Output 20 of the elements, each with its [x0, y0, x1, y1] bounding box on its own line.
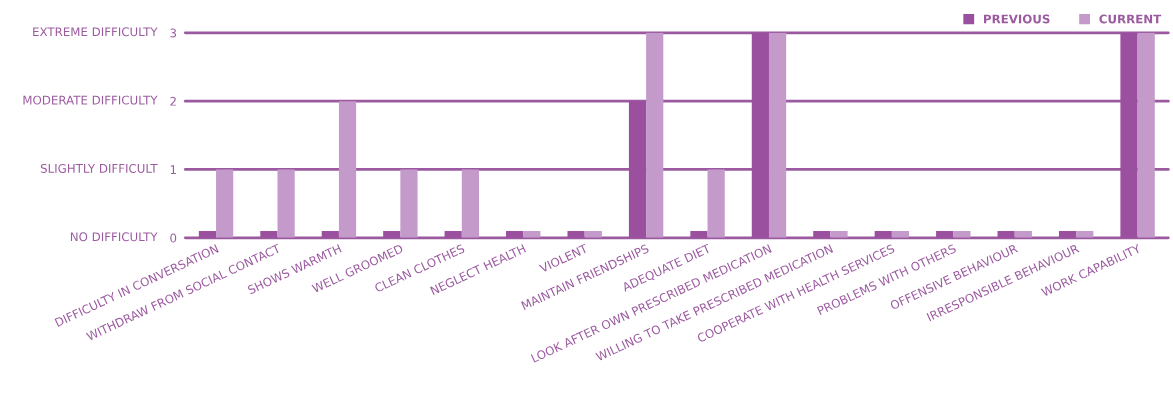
y-tick-label: 3 — [170, 28, 177, 38]
bar — [830, 230, 848, 238]
bar — [338, 101, 357, 238]
bar — [216, 169, 234, 238]
legend-label: CURRENT — [1099, 14, 1162, 24]
bar — [646, 32, 664, 238]
bar — [768, 32, 787, 238]
bar — [707, 169, 725, 238]
text: MODERATE DIFFICULTY — [23, 95, 158, 105]
bar — [1137, 32, 1155, 238]
bar — [277, 169, 295, 238]
y-tick-label: 0 — [170, 233, 177, 243]
legend-label: PREVIOUS — [984, 14, 1050, 24]
text: SLIGHTLY DIFFICULT — [40, 163, 158, 173]
y-tick-label: 1 — [170, 165, 176, 174]
bar — [400, 169, 418, 238]
text: NO DIFFICULTY — [70, 232, 158, 242]
text: EXTREME DIFFICULTY — [33, 27, 158, 37]
bar — [461, 169, 479, 238]
y-tick-label: 2 — [170, 96, 176, 106]
